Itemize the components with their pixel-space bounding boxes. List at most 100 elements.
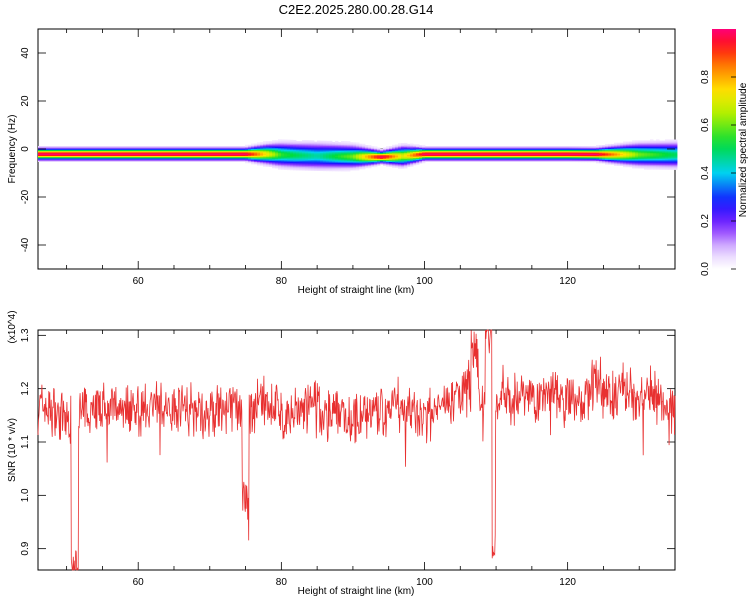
heatmap-cell [71,158,75,160]
heatmap-cell [455,153,459,155]
heatmap-cell [422,158,426,160]
heatmap-cell [182,146,186,148]
heatmap-cell [128,147,132,149]
heatmap-cell [287,149,291,151]
heatmap-cell [449,146,453,148]
heatmap-cell [110,156,114,159]
heatmap-cell [659,145,663,148]
heatmap-cell [296,158,300,160]
heatmap-cell [263,142,267,144]
heatmap-cell [53,150,57,153]
heatmap-cell [353,147,357,149]
heatmap-cell [44,155,48,158]
heatmap-cell [263,148,267,150]
heatmap-cell [635,148,639,151]
heatmap-cell [128,150,132,153]
heatmap-cell [527,150,531,153]
heatmap-cell [500,156,504,159]
heatmap-cell [254,149,258,152]
heatmap-cell [344,153,348,155]
heatmap-cell [596,157,600,159]
heatmap-cell [233,149,237,152]
heatmap-cell [107,149,111,152]
heatmap-cell [671,161,675,163]
snr-xtick-label: 60 [133,577,145,588]
heatmap-cell [269,149,273,152]
heatmap-cell [347,148,351,150]
heatmap-cell [281,150,285,152]
heatmap-cell [320,155,324,157]
heatmap-cell [326,144,330,146]
heatmap-cell [635,151,639,153]
heatmap-cell [659,164,663,167]
heatmap-cell [374,154,378,157]
heatmap-cell [506,147,510,149]
heatmap-cell [272,159,276,162]
heatmap-cell [275,155,279,158]
heatmap-cell [65,148,69,150]
heatmap-cell [659,158,663,161]
heatmap-cell [350,142,354,144]
heatmap-cell [281,145,285,148]
heatmap-cell [320,159,324,162]
heatmap-cell [557,146,561,148]
heatmap-cell [566,150,570,153]
heatmap-cell [668,145,672,148]
heatmap-cell [107,146,111,148]
heatmap-cell [389,159,393,161]
heatmap-cell [515,158,519,160]
heatmap-cell [554,153,558,155]
heatmap-cell [374,148,378,151]
heatmap-cell [653,148,657,151]
heatmap-cell [341,153,345,155]
heatmap-cell [347,161,351,164]
heatmap-cell [170,159,174,161]
heatmap-cell [485,155,489,158]
heatmap-cell [41,155,45,158]
heatmap-cell [671,144,675,146]
heatmap-cell [476,148,480,150]
heatmap-cell [572,156,576,159]
heatmap-cell [53,154,57,156]
heatmap-cell [98,159,102,161]
heatmap-cell [107,160,111,162]
heatmap-cell [440,155,444,158]
heatmap-cell [116,160,120,162]
heatmap-cell [50,154,54,156]
heatmap-cell [401,155,405,157]
heatmap-cell [584,147,588,149]
heatmap-cell [284,149,288,151]
heatmap-cell [320,157,324,160]
heatmap-cell [206,160,210,162]
heatmap-cell [206,146,210,148]
heatmap-cell [314,166,318,169]
heatmap-cell [188,156,192,159]
heatmap-cell [539,160,543,162]
heatmap-cell [107,148,111,150]
heatmap-cell [554,149,558,152]
heatmap-cell [626,144,630,146]
heatmap-cell [365,165,369,168]
heatmap-cell [524,146,528,148]
heatmap-cell [437,159,441,161]
heatmap-cell [290,147,294,149]
heatmap-cell [338,163,342,166]
heatmap-cell [296,141,300,143]
heatmap-cell [308,142,312,145]
heatmap-cell [68,152,72,154]
heatmap-cell [389,160,393,163]
heatmap-cell [80,154,84,156]
heatmap-cell [545,159,549,161]
heatmap-cell [314,152,318,155]
heatmap-cell [383,152,387,154]
heatmap-cell [446,150,450,153]
heatmap-cell [278,142,282,145]
heatmap-cell [419,161,423,164]
heatmap-cell [635,146,639,149]
heatmap-cell [635,156,639,158]
heatmap-cell [566,156,570,159]
heatmap-cell [488,156,492,159]
heatmap-cell [638,148,642,151]
heatmap-cell [305,154,309,157]
